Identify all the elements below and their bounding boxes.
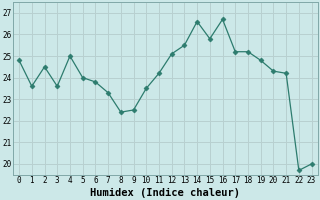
X-axis label: Humidex (Indice chaleur): Humidex (Indice chaleur)	[90, 188, 240, 198]
